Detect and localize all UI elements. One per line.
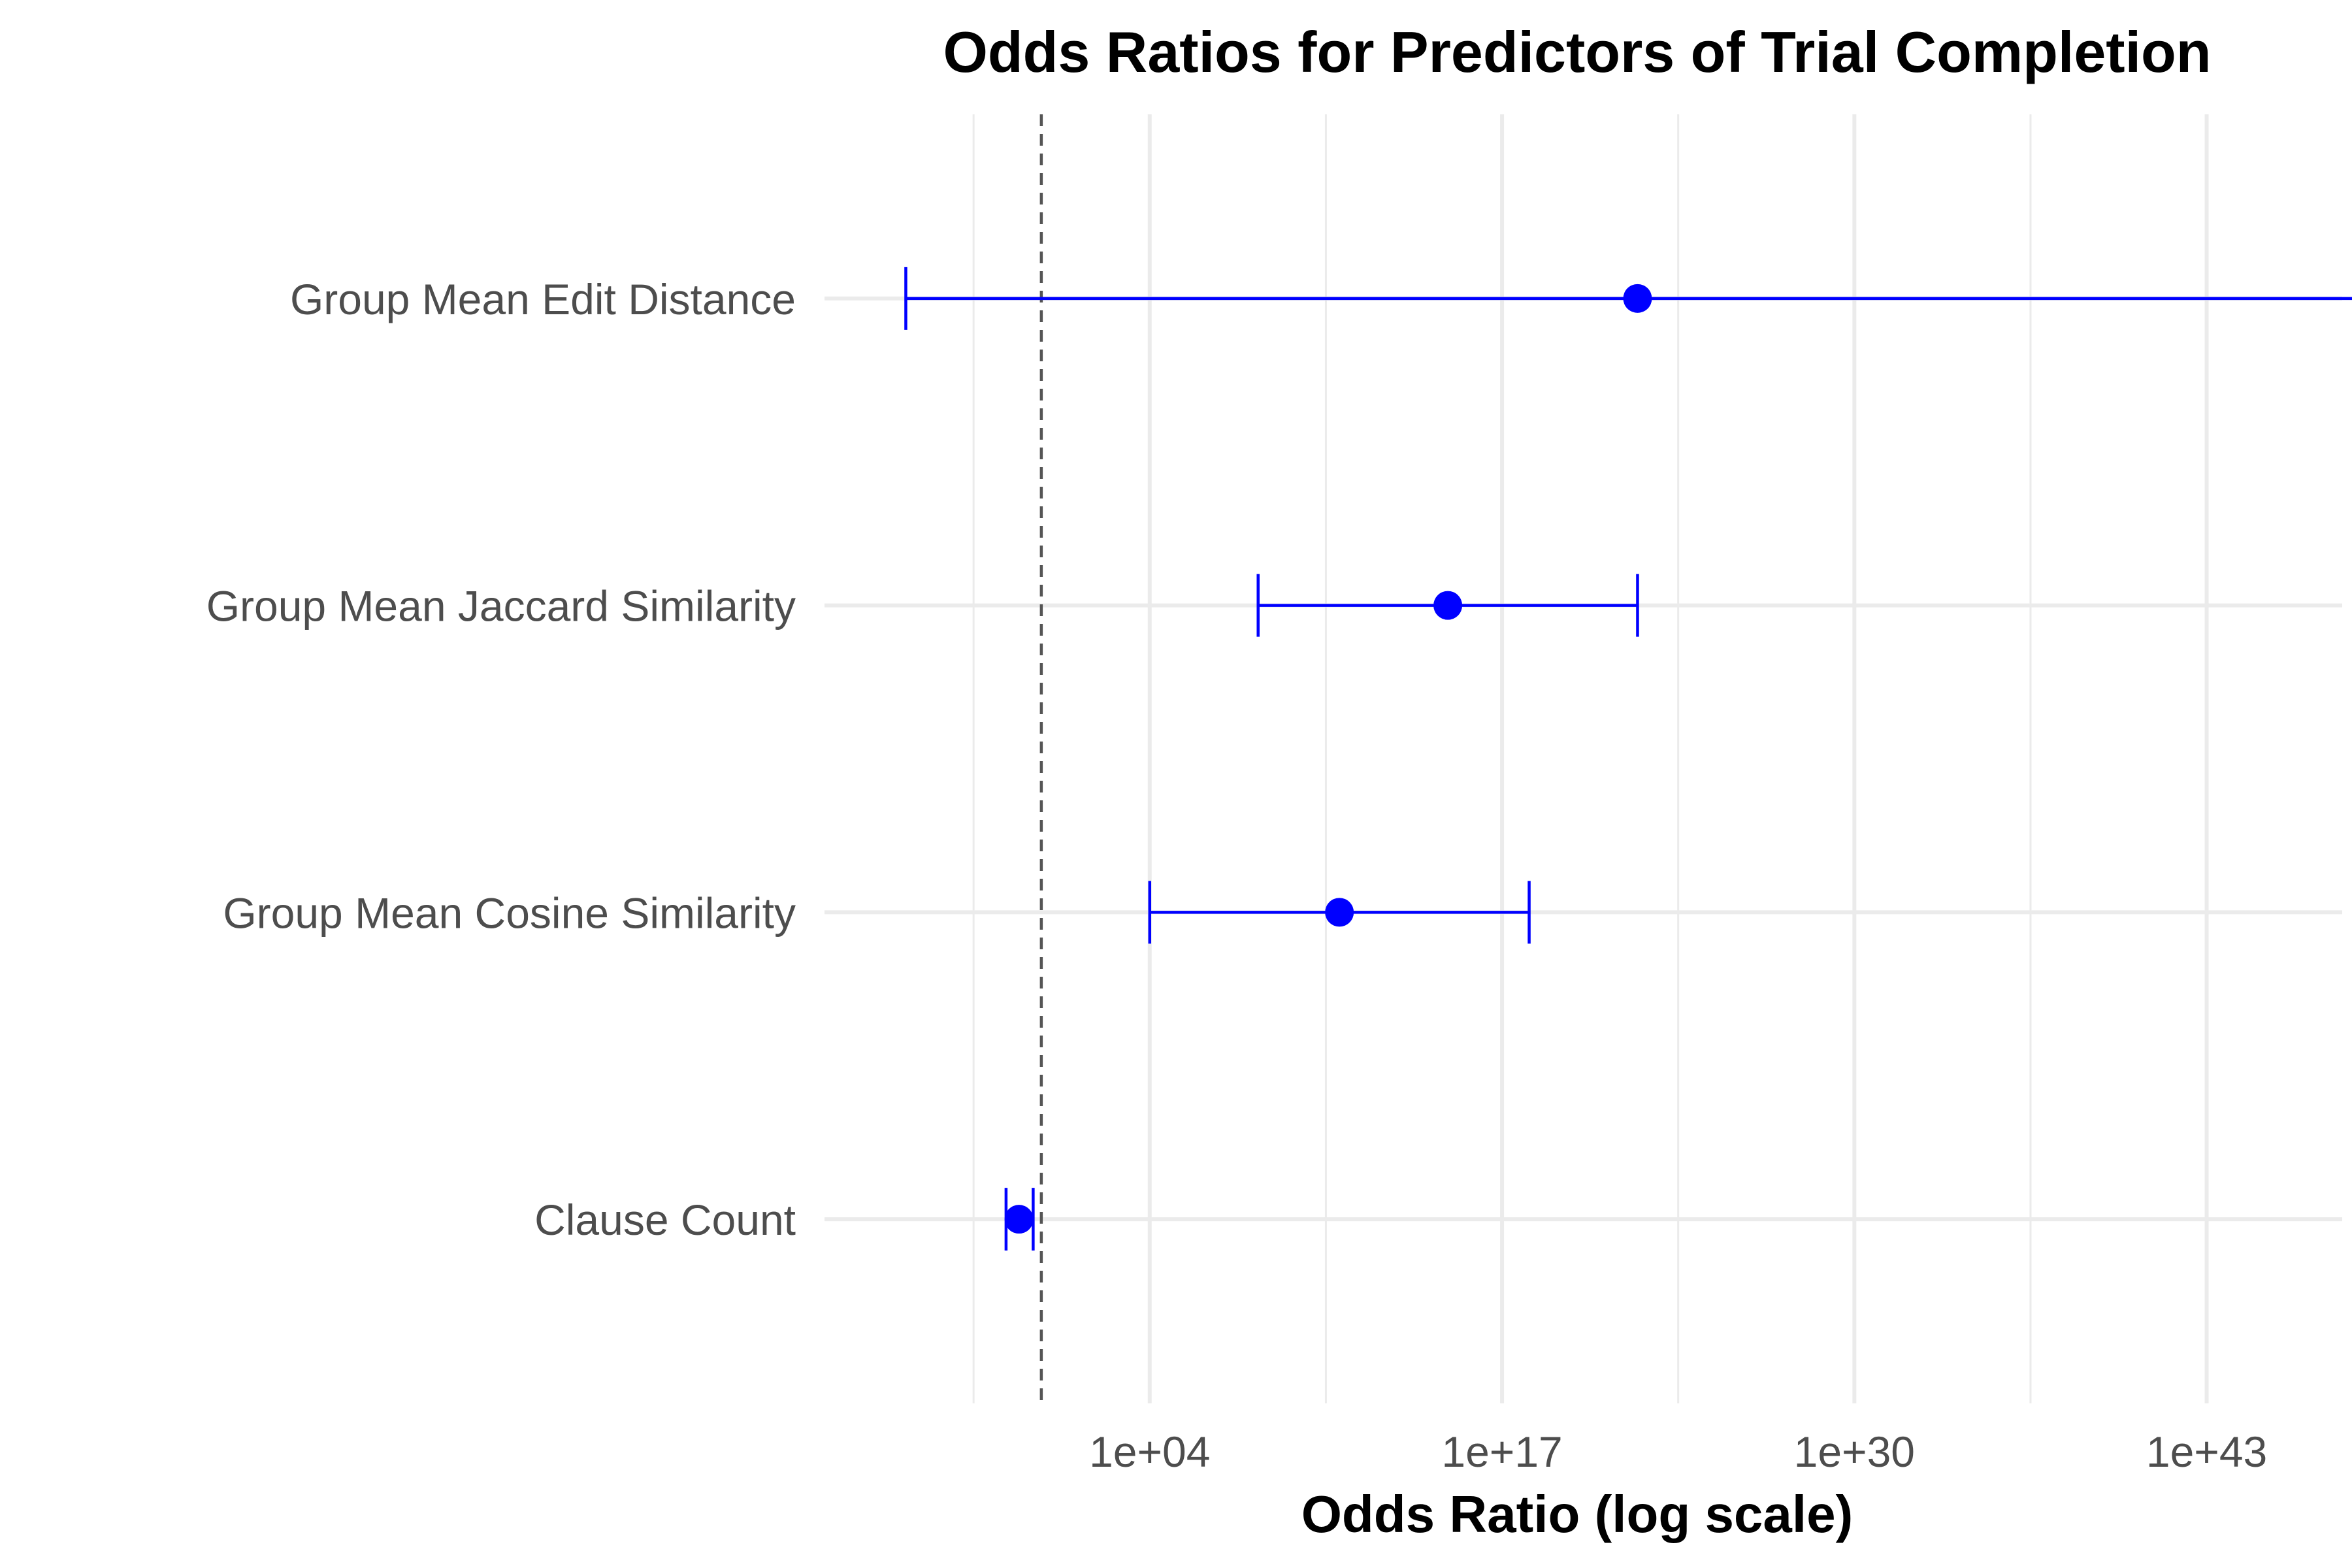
x-tick-label: 1e+04 — [1089, 1428, 1210, 1476]
odds-ratio-point — [1623, 284, 1652, 313]
y-tick-label: Group Mean Edit Distance — [290, 275, 796, 323]
y-tick-label: Group Mean Jaccard Similarity — [206, 582, 796, 630]
x-tick-label: 1e+43 — [2146, 1428, 2267, 1476]
y-tick-label: Clause Count — [534, 1196, 796, 1244]
chart-title: Odds Ratios for Predictors of Trial Comp… — [943, 20, 2211, 84]
x-tick-label: 1e+30 — [1794, 1428, 1915, 1476]
label-layer: 1e+04 1e+17 1e+30 1e+43 Clause Count Group Me… — [206, 275, 2268, 1476]
odds-ratio-point — [1004, 1205, 1034, 1234]
x-tick-label: 1e+17 — [1441, 1428, 1562, 1476]
data-layer — [904, 267, 2352, 1251]
x-axis-title: Odds Ratio (log scale) — [1301, 1485, 1854, 1543]
odds-ratio-point — [1325, 898, 1354, 927]
y-tick-label: Group Mean Cosine Similarity — [223, 889, 796, 937]
odds-ratio-point — [1433, 591, 1463, 620]
